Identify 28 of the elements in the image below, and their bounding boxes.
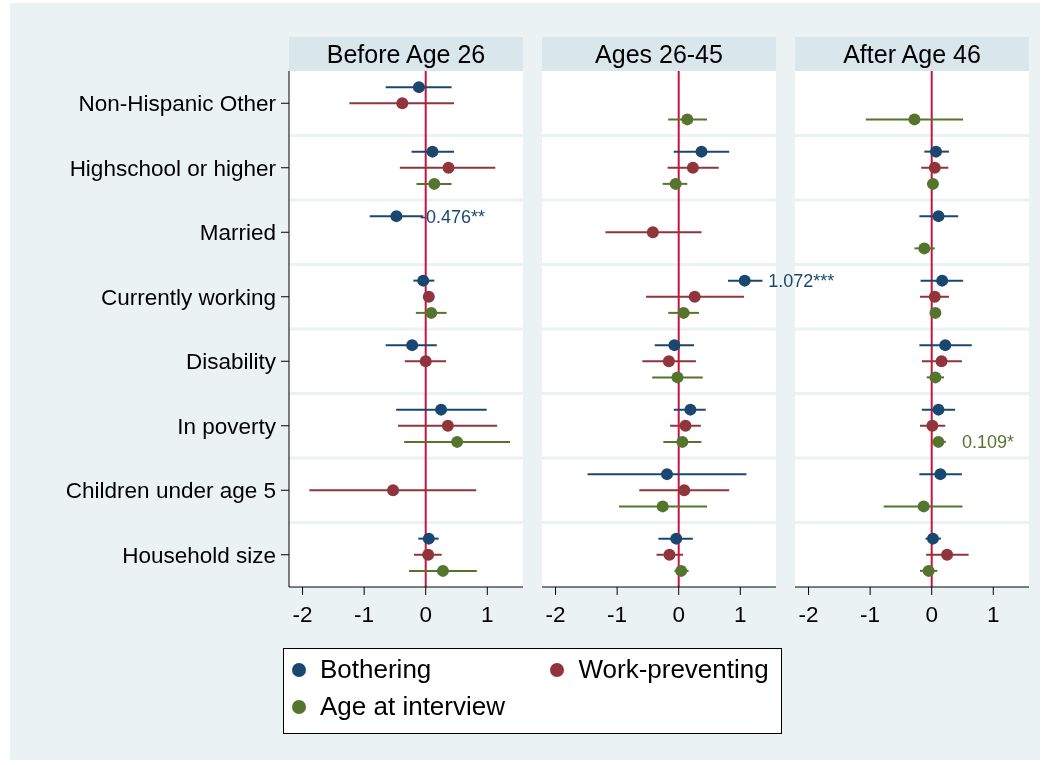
x-tick-label: -1 (860, 601, 881, 627)
legend-label: Age at interview (320, 691, 505, 722)
y-tick-label: In poverty (177, 413, 277, 439)
x-tick-label: -2 (798, 601, 819, 627)
y-tick-label: Highschool or higher (69, 155, 277, 181)
y-tick-label: Currently working (100, 284, 276, 310)
x-tick-label: 0 (925, 601, 938, 627)
x-tick-label: 0 (419, 601, 432, 627)
x-tick-label: -1 (354, 601, 375, 627)
y-tick-label: Married (199, 220, 276, 246)
legend-label: Bothering (320, 654, 432, 685)
legend-label: Work-preventing (578, 654, 769, 685)
x-tick-label: 1 (987, 601, 1000, 627)
x-tick-label: -1 (607, 601, 628, 627)
y-tick-label: Disability (185, 349, 277, 375)
x-tick-label: 1 (734, 601, 747, 627)
y-tick-label: Household size (122, 542, 276, 568)
x-tick-label: 1 (481, 601, 494, 627)
chart-title: Ages 26-45 (542, 37, 776, 71)
data-label: 0.109* (961, 432, 1014, 453)
x-tick-label: -2 (545, 601, 566, 627)
x-tick-label: 0 (672, 601, 685, 627)
chart-title: Before Age 26 (289, 37, 523, 71)
x-tick-label: -2 (292, 601, 313, 627)
chart-title: After Age 46 (795, 37, 1029, 71)
y-tick-label: Non-Hispanic Other (78, 91, 277, 117)
y-tick-label: Children under age 5 (65, 478, 276, 504)
data-label: 1.072*** (768, 271, 835, 292)
